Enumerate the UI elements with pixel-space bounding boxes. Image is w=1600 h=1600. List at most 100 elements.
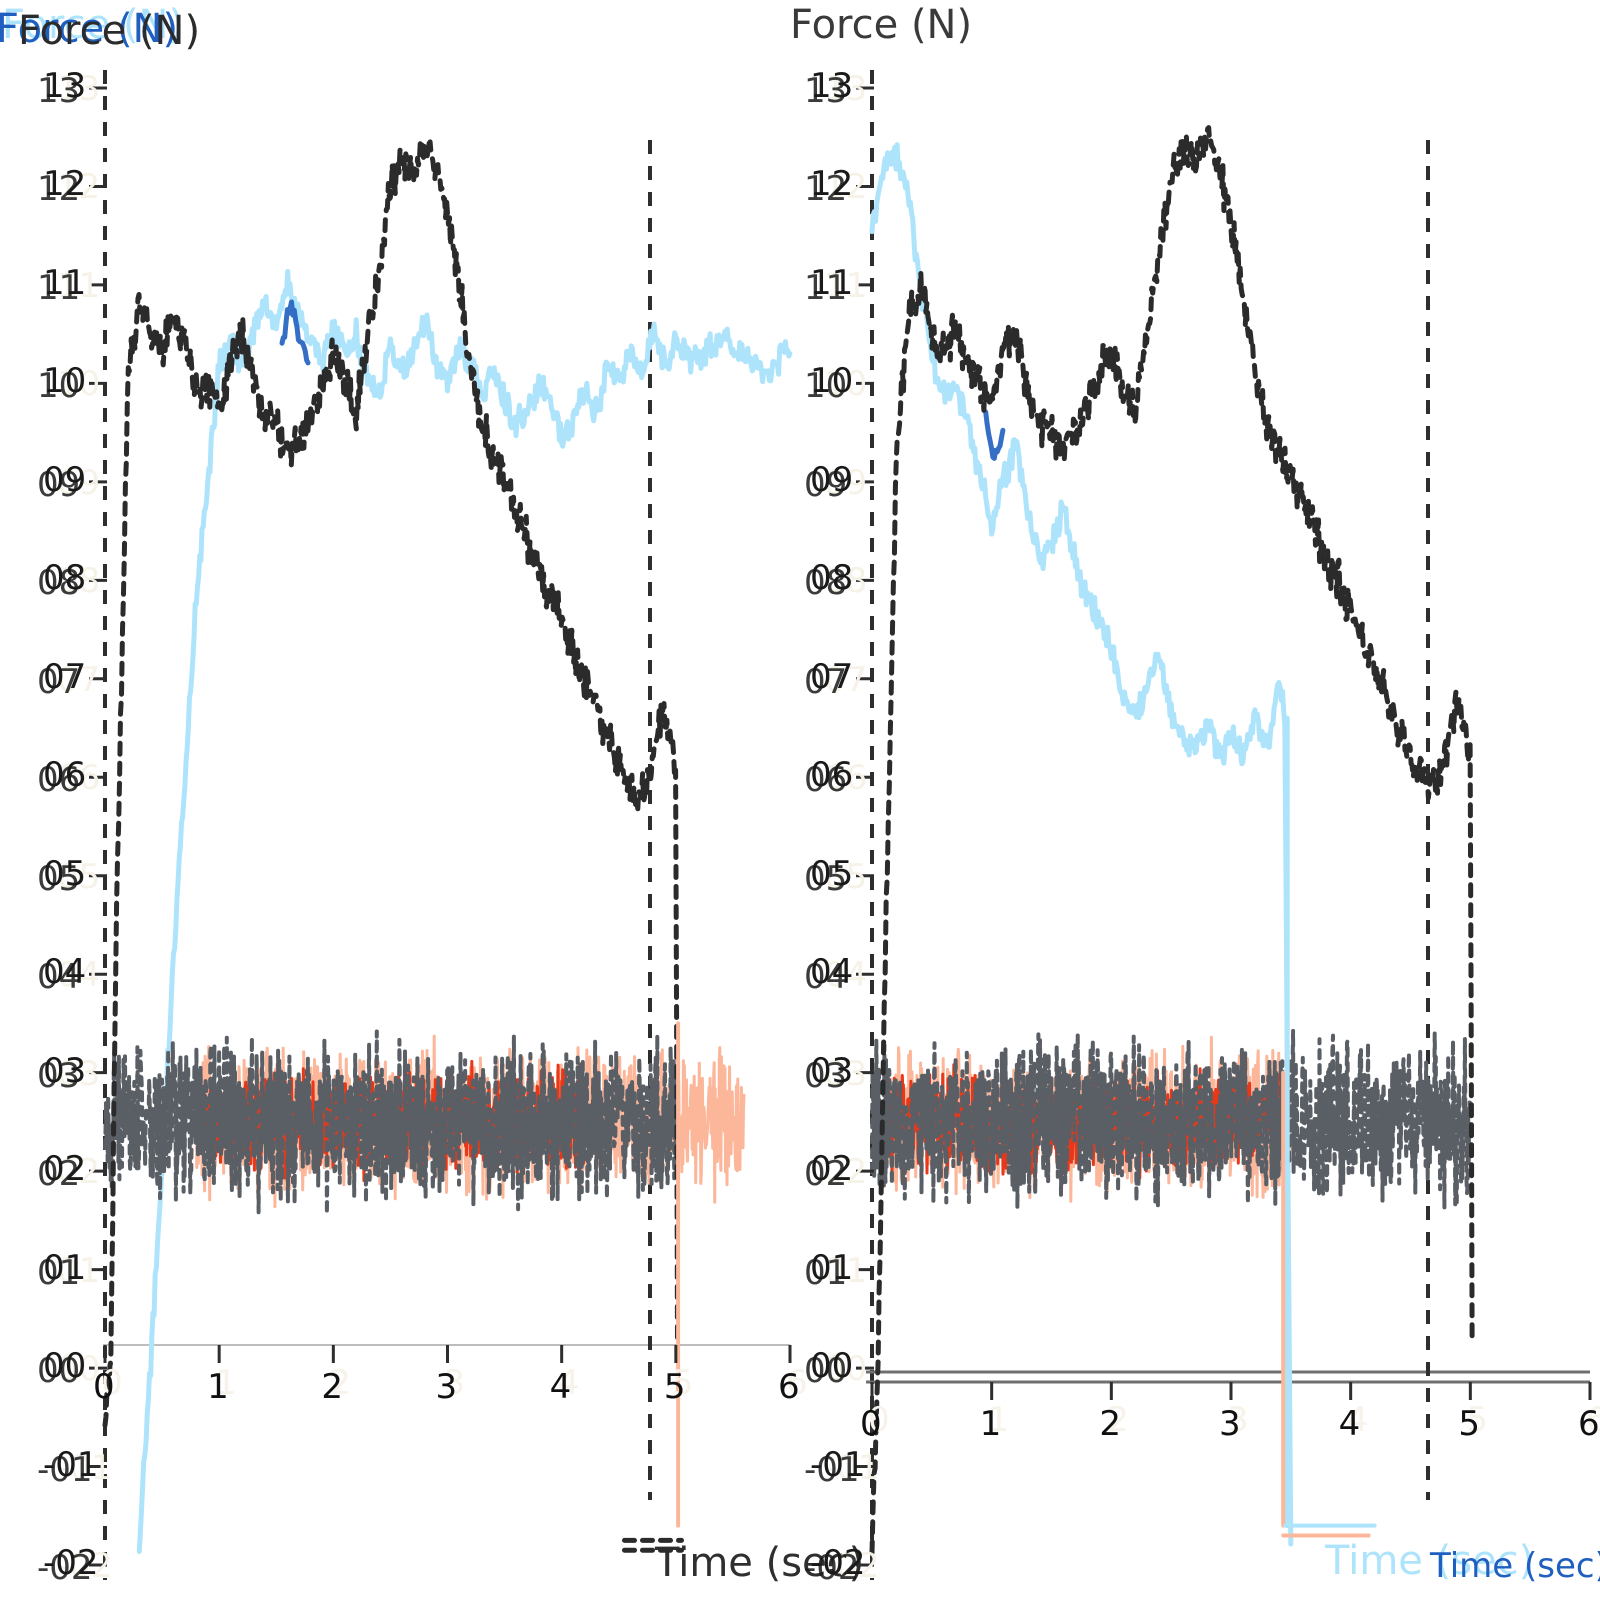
left-y-tick-label: 04 — [37, 957, 81, 998]
right-y-tick-label: -01 — [804, 1449, 860, 1490]
right-y-tick-label: 12 — [824, 167, 868, 208]
y-axis-title-dark: Force (N) — [18, 8, 201, 54]
right-y-tick-label: 02 — [804, 1154, 848, 1195]
right-y-tick-label: 07 — [824, 659, 868, 700]
right-x-tick-label: 2 — [1107, 1400, 1129, 1440]
right-y-tick-label: -01 — [810, 1444, 866, 1485]
left-y-tick-label: 09 — [37, 464, 81, 505]
left-y-tick-label: -02 — [57, 1546, 113, 1586]
y-axis-title-cyan: Force (N) — [2, 2, 185, 48]
right-y-tick-label: 08 — [810, 558, 854, 599]
left-y-tick-label: 06 — [37, 760, 81, 801]
right-x-tick-label: 1 — [979, 1404, 1002, 1444]
left-y-tick-label: 01 — [57, 1250, 101, 1291]
right-y-tick-label: 01 — [804, 1252, 848, 1293]
right-x-tick-label: 0 — [860, 1404, 882, 1444]
right-y-tick-label: 00 — [804, 1351, 848, 1392]
right-y-tick-label: 08 — [804, 563, 848, 604]
left-y-tick-label: 12 — [43, 164, 87, 205]
y-axis-title-right: Force (N) — [790, 2, 973, 48]
right-y-tick-label: 01 — [810, 1247, 854, 1288]
left-y-tick-label: -01 — [57, 1447, 113, 1488]
right-y-tick-label: -02 — [810, 1543, 866, 1583]
right-y-tick-label: 08 — [824, 561, 868, 602]
left-y-tick-label: 06 — [43, 755, 87, 796]
left-x-tick-label: 4 — [549, 1367, 572, 1407]
left-y-tick-label: 04 — [43, 952, 87, 993]
left-y-tick-label: 01 — [43, 1247, 87, 1288]
left-y-tick-label: 08 — [43, 558, 87, 599]
right-y-tick-label: 07 — [804, 661, 848, 702]
left-y-tick-label: 11 — [37, 267, 81, 308]
right-x-tick-label: 3 — [1219, 1404, 1241, 1444]
left-y-tick-label: 09 — [57, 462, 101, 503]
x-axis-title-left: Time (sec) — [655, 1540, 865, 1586]
left-y-tick-label: 12 — [37, 169, 81, 210]
right-x-tick-label: 4 — [1338, 1404, 1361, 1444]
left-y-tick-label: 08 — [37, 563, 81, 604]
x-axis-title-right: Time (sec) — [1325, 1538, 1535, 1584]
left-y-tick-label: 07 — [37, 661, 81, 702]
left-y-tick-label: 02 — [43, 1149, 87, 1190]
left-y-tick-label: 00 — [57, 1349, 101, 1390]
right-y-tick-label: 06 — [810, 755, 854, 796]
right-y-tick-label: 06 — [824, 758, 868, 799]
right-y-tick-label: 00 — [810, 1346, 854, 1387]
left-x-tick-label: 6 — [786, 1363, 808, 1403]
right-y-tick-label: 09 — [810, 459, 854, 500]
right-y-tick-label: 10 — [824, 364, 868, 405]
left-x-tick-label: 5 — [671, 1363, 694, 1403]
left-y-tick-label: 11 — [57, 265, 101, 306]
left-x-tick-label: 0 — [93, 1367, 115, 1407]
right-y-tick-label: 07 — [810, 656, 854, 697]
left-y-tick-label: 00 — [43, 1346, 87, 1387]
right-x-tick-label: 3 — [1227, 1400, 1249, 1440]
right-y-tick-label: 02 — [824, 1152, 868, 1193]
right-x-tick-label: 2 — [1099, 1404, 1121, 1444]
left-y-tick-label: 05 — [37, 858, 81, 899]
left-y-tick-label: 10 — [57, 364, 101, 405]
left-y-tick-label: 05 — [57, 856, 101, 897]
left-panel-traces — [102, 137, 793, 1554]
left-x-tick-label: 1 — [207, 1367, 229, 1407]
right-y-tick-label: 12 — [804, 169, 848, 210]
left-x-tick-label: 0 — [101, 1363, 123, 1403]
left-x-tick-label: 3 — [435, 1367, 458, 1407]
left-y-tick-label: 07 — [57, 659, 101, 700]
right-y-tick-label: -01 — [824, 1447, 880, 1488]
right-y-tick-label: 10 — [804, 366, 848, 407]
right-y-tick-label: 04 — [824, 955, 868, 996]
right-panel-traces — [869, 125, 1475, 1556]
left-y-tick-label: 03 — [57, 1053, 101, 1094]
left-y-tick-label: 01 — [37, 1252, 81, 1293]
right-y-tick-label: 06 — [804, 760, 848, 801]
right-y-tick-label: 11 — [804, 267, 848, 308]
right-y-tick-label: 12 — [810, 164, 854, 205]
right-y-tick-label: -02 — [824, 1546, 880, 1586]
left-y-tick-label: 09 — [43, 459, 87, 500]
left-y-tick-label: 13 — [37, 71, 81, 111]
right-y-tick-label: 03 — [824, 1053, 868, 1094]
left-y-tick-label: 08 — [57, 561, 101, 602]
right-x-tick-label: 5 — [1458, 1404, 1480, 1444]
right-y-tick-label: 04 — [804, 957, 848, 998]
left-y-tick-label: 02 — [37, 1154, 81, 1195]
right-y-tick-label: 09 — [824, 462, 868, 503]
right-x-tick-label: 0 — [868, 1400, 890, 1440]
right-x-tick-label: 5 — [1466, 1400, 1488, 1440]
right-y-tick-label: 11 — [824, 265, 868, 306]
left-x-tick-label: 5 — [663, 1367, 686, 1407]
right-y-tick-label: -02 — [804, 1548, 860, 1588]
right-x-tick-label: 6 — [1586, 1400, 1600, 1440]
left-y-tick-label: -02 — [43, 1543, 99, 1583]
left-x-tick-label: 1 — [215, 1363, 237, 1403]
right-y-tick-label: 03 — [810, 1050, 854, 1091]
left-y-tick-label: -02 — [37, 1548, 93, 1588]
left-x-tick-label: 2 — [329, 1363, 351, 1403]
left-y-tick-label: 00 — [37, 1351, 81, 1392]
left-y-tick-label: 11 — [43, 262, 87, 303]
left-y-tick-label: -01 — [37, 1449, 93, 1490]
left-x-tick-label: 2 — [321, 1367, 343, 1407]
